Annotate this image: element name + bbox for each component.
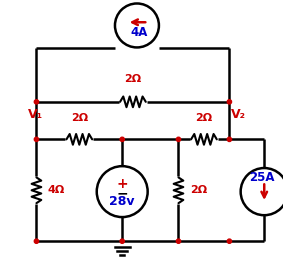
Circle shape — [34, 137, 38, 142]
Circle shape — [176, 137, 181, 142]
Text: 25A: 25A — [249, 171, 275, 184]
Text: 28v: 28v — [109, 195, 135, 208]
Text: −: − — [117, 186, 128, 200]
Text: +: + — [117, 177, 128, 191]
Circle shape — [115, 3, 159, 47]
Text: 2Ω: 2Ω — [124, 75, 142, 84]
Text: V₂: V₂ — [231, 108, 246, 121]
Circle shape — [227, 100, 232, 104]
Circle shape — [176, 239, 181, 243]
Circle shape — [227, 137, 232, 142]
Circle shape — [120, 137, 124, 142]
Circle shape — [34, 239, 38, 243]
Circle shape — [241, 168, 288, 215]
Circle shape — [97, 166, 148, 217]
Circle shape — [227, 239, 232, 243]
Text: 2Ω: 2Ω — [71, 113, 88, 123]
Text: 4A: 4A — [131, 26, 148, 39]
Circle shape — [120, 239, 124, 243]
Circle shape — [34, 100, 38, 104]
Text: 2Ω: 2Ω — [190, 185, 207, 195]
Text: 2Ω: 2Ω — [195, 113, 212, 123]
Text: 4Ω: 4Ω — [48, 185, 65, 195]
Text: V₁: V₁ — [27, 108, 43, 121]
